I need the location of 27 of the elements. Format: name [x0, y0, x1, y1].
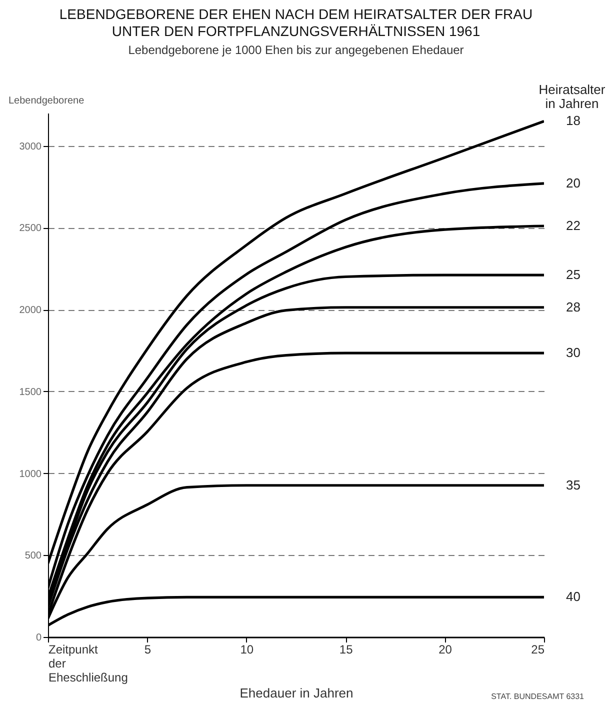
y-tick-label: 0 [36, 632, 42, 644]
y-tick-label: 3000 [19, 141, 42, 152]
x-tick-label: 15 [339, 642, 354, 656]
series-label: 20 [566, 175, 580, 190]
x-axis-title: Ehedauer in Jahren [240, 686, 354, 700]
text: STAT. BUNDESAMT 6331 [491, 692, 585, 701]
y-tick-label: 500 [24, 550, 42, 562]
x-tick-label: 10 [240, 642, 254, 656]
y-axis-title: Lebendgeborene [8, 96, 85, 106]
chart-subtitle: Lebendgeborene je 1000 Ehen bis zur angegebenen Ehedauer [128, 43, 464, 57]
y-tick-label: 2500 [19, 223, 42, 234]
x-tick-label: 25 [531, 642, 545, 656]
x-tick-label: Zeitpunkt der Eheschließung [48, 642, 128, 684]
x-tick-label: 5 [144, 642, 152, 656]
y-tick-label: 2000 [19, 305, 42, 316]
y-tick-label: 1000 [19, 468, 42, 480]
x-tick-label: 20 [438, 642, 452, 656]
series-label: 35 [566, 477, 580, 492]
series-label: 22 [566, 218, 580, 233]
legend-title: Heiratsalter in Jahren [538, 82, 606, 111]
series-label: 18 [566, 113, 580, 128]
series-label: 40 [566, 589, 580, 604]
series-label: 30 [566, 345, 580, 360]
series-label: 25 [566, 267, 580, 282]
series-label: 28 [566, 299, 580, 314]
y-tick-label: 1500 [19, 386, 42, 398]
chart-title: LEBENDGEBORENE DER EHEN NACH DEM HEIRATSALTER DER FRAU UNTER DEN FORTPFLANZUNGSVERHÄLTNISSEN 1961 [59, 6, 533, 39]
